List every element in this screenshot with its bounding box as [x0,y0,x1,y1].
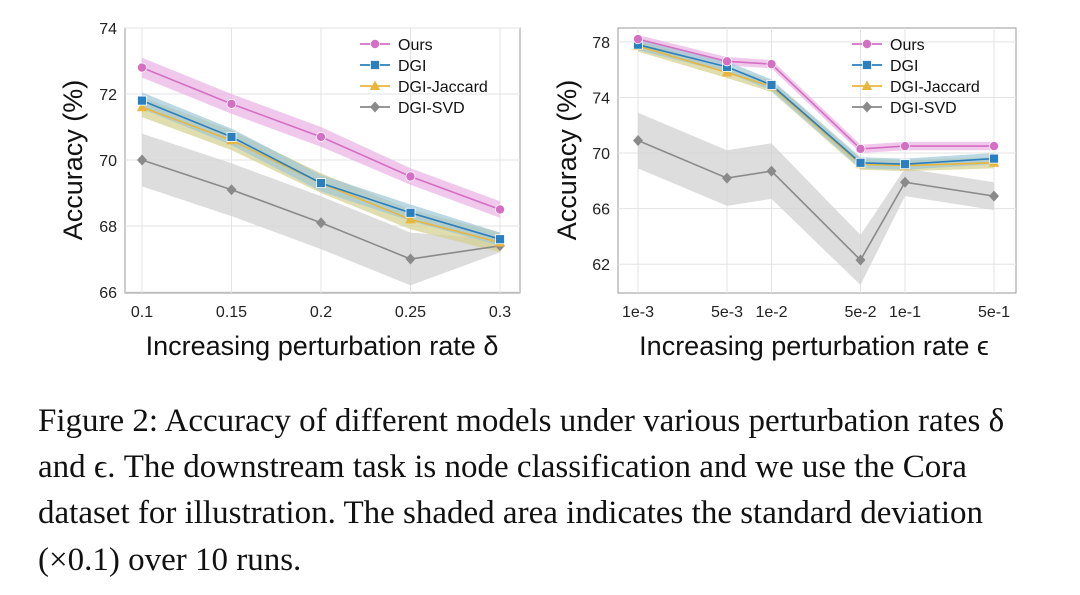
point-dgi-svd [405,253,416,265]
line-dgi-svd [637,139,995,262]
point-dgi [900,159,910,170]
point-dgi [137,95,147,106]
x-axis-label-left: Increasing perturbation rate δ [146,331,499,361]
point-dgi-svd [766,165,777,177]
legend-label-dgi-jaccard: DGI-Jaccard [890,79,980,96]
legend-marker-ours [369,39,380,50]
legend-marker-dgi-jaccard [369,80,381,90]
y-axis-label-right: Accuracy (%) [552,80,582,241]
y-tick-label: 70 [592,146,610,163]
band-dgi-svd [638,112,994,286]
y-tick-label: 66 [99,285,117,302]
legend-marker-dgi-jaccard [861,80,873,90]
x-tick-label: 5e-3 [711,304,743,321]
figure-canvas: 0.1 0.15 0.2 0.25 0.3 66 68 70 72 74 Increasing … [58,21,1017,361]
legend-label-dgi-jaccard: DGI-Jaccard [398,79,488,96]
legend-marker-ours [862,39,873,50]
point-ours [633,34,644,45]
legend-marker-dgi-svd [370,101,380,113]
legend-label-ours: Ours [398,37,433,54]
x-tick-label: 1e-1 [889,304,921,321]
point-dgi [405,207,416,218]
y-tick-label: 66 [592,202,610,219]
x-tick-label: 5e-1 [978,304,1010,321]
y-tick-label: 68 [99,219,117,236]
point-ours [494,204,505,215]
point-dgi-svd [900,176,910,188]
legend-left: Ours DGI DGI-Jaccard DGI-SVD [360,37,488,117]
x-axis-label-right: Increasing perturbation rate ϵ [639,331,989,361]
point-ours [766,59,777,70]
legend-label-ours: Ours [890,37,925,54]
x-tick-label: 0.3 [489,304,511,321]
point-ours [226,98,237,109]
legend-marker-dgi [370,60,380,70]
legend-label-dgi-svd: DGI-SVD [398,100,465,117]
line-dgi [637,43,995,165]
point-ours [136,62,147,73]
y-tick-label: 78 [592,35,610,52]
legend-label-dgi: DGI [398,58,426,75]
point-dgi [766,80,777,90]
point-dgi [495,234,505,245]
y-tick-label: 72 [99,87,117,104]
point-ours [722,56,733,67]
point-ours [989,141,1000,152]
y-tick-label: 70 [99,153,117,170]
x-tick-label: 0.15 [216,304,247,321]
point-dgi [316,178,326,189]
point-dgi-svd [989,190,999,202]
legend-label-dgi-svd: DGI-SVD [890,100,957,117]
point-dgi-svd [722,172,732,184]
line-ours [637,38,994,150]
point-dgi [226,131,237,142]
line-dgi-jaccard [637,45,995,167]
band-dgi [142,92,500,246]
x-tick-label: 0.2 [310,304,332,321]
point-dgi-svd [137,154,147,166]
point-dgi-svd [633,135,643,147]
point-ours [900,141,911,152]
chart-right: 1e-3 5e-3 1e-2 5e-2 1e-1 5e-1 62 66 70 74 78 Incr… [552,27,1017,361]
y-tick-label: 74 [99,21,117,38]
band-dgi-svd [142,133,500,286]
point-ours [405,171,416,182]
point-dgi-jaccard [405,213,416,224]
y-axis-label-left: Accuracy (%) [58,80,88,241]
point-dgi-svd [855,254,866,266]
point-ours [315,131,326,142]
point-dgi-jaccard [136,101,148,112]
x-tick-label: 0.25 [395,304,426,321]
legend-marker-dgi-svd [862,101,872,113]
x-tick-label: 0.1 [131,304,153,321]
legend-marker-dgi [862,60,872,70]
y-tick-label: 62 [592,257,610,274]
point-dgi-svd [226,184,237,196]
x-tick-label: 1e-3 [622,304,654,321]
point-dgi [989,153,999,164]
point-ours [855,143,866,154]
legend-right: Ours DGI DGI-Jaccard DGI-SVD [852,37,980,117]
point-dgi-svd [316,217,326,229]
legend-label-dgi: DGI [890,58,918,75]
point-dgi [855,157,866,168]
x-tick-label: 5e-2 [844,304,876,321]
x-tick-label: 1e-2 [755,304,787,321]
figure-caption: Figure 2: Accuracy of different models u… [38,403,1005,578]
y-tick-label: 74 [592,90,610,107]
chart-left: 0.1 0.15 0.2 0.25 0.3 66 68 70 72 74 Increasing … [58,21,521,361]
